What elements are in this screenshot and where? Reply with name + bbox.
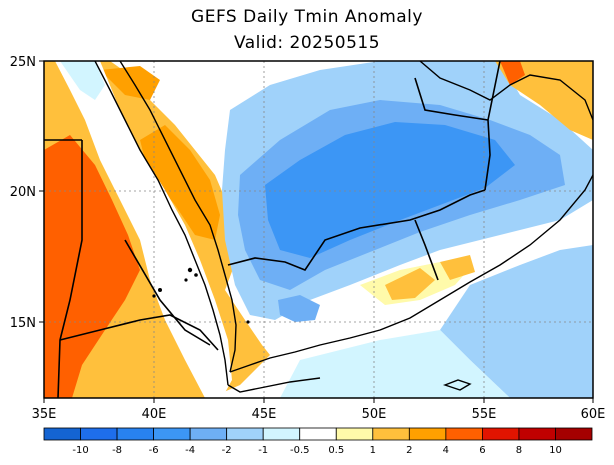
color-bar-label: -6 bbox=[149, 445, 159, 456]
color-bar-swatch bbox=[226, 427, 264, 441]
light-cool-sea bbox=[280, 330, 510, 398]
tick-marks bbox=[39, 60, 594, 403]
color-bar-swatch bbox=[481, 427, 520, 441]
x-tick-label: 40E bbox=[142, 407, 167, 422]
border-uae bbox=[414, 77, 489, 121]
color-bar-label: -2 bbox=[222, 445, 232, 456]
coast-gulf-aden bbox=[229, 174, 593, 373]
warm-patch-yemen-core bbox=[385, 268, 435, 300]
color-bar-label: 0.5 bbox=[328, 445, 344, 456]
cool-field-sea bbox=[440, 245, 593, 398]
color-bar-swatch bbox=[189, 427, 228, 441]
x-tick-label: 50E bbox=[362, 407, 387, 422]
y-tick-labels: 25N 20N 15N bbox=[10, 55, 36, 331]
y-tick-label: 20N bbox=[10, 185, 36, 200]
x-tick-label: 60E bbox=[581, 407, 606, 422]
color-bar-label: -4 bbox=[185, 445, 195, 456]
color-bar-swatch bbox=[518, 427, 556, 441]
strong-warm-oman bbox=[500, 61, 525, 85]
border-ethiopia bbox=[59, 314, 219, 351]
border-saudi-oman bbox=[484, 61, 501, 191]
warm-patch-socotra bbox=[440, 255, 475, 280]
warm-strip-north bbox=[100, 66, 160, 100]
color-bar-swatch bbox=[408, 427, 447, 441]
x-tick-label: 45E bbox=[252, 407, 277, 422]
cool-patch-yemen bbox=[278, 295, 320, 322]
color-bar-swatch bbox=[335, 427, 374, 441]
color-bar: -10 -8 -6 -4 -2 -1 -0.5 0.5 1 2 4 6 8 10 bbox=[43, 427, 593, 456]
color-bar-label: 8 bbox=[516, 445, 522, 456]
coastlines bbox=[94, 61, 593, 393]
color-bar-label: 2 bbox=[406, 445, 412, 456]
strong-cool-arabia bbox=[265, 122, 515, 258]
color-bar-label: -0.5 bbox=[290, 445, 310, 456]
coast-africa-red-sea bbox=[94, 61, 229, 386]
anomaly-field bbox=[44, 61, 593, 398]
neutral-red-sea bbox=[55, 61, 232, 398]
color-bar-label: -8 bbox=[112, 445, 122, 456]
color-bar-swatch bbox=[262, 427, 301, 441]
color-bar-label: 1 bbox=[370, 445, 376, 456]
y-tick-label: 15N bbox=[10, 316, 36, 331]
border-saudi-yemen bbox=[227, 189, 486, 271]
border-eritrea bbox=[124, 239, 211, 346]
map-subtitle: Valid: 20250515 bbox=[233, 33, 381, 53]
warm-arabia-coast bbox=[140, 125, 220, 240]
color-bar-swatch bbox=[372, 427, 410, 441]
borders bbox=[44, 61, 501, 398]
color-bar-swatch bbox=[80, 427, 118, 441]
color-bar-label: -1 bbox=[258, 445, 268, 456]
color-bar-swatch bbox=[43, 427, 81, 441]
color-bar-label: -10 bbox=[72, 445, 88, 456]
color-bar-swatch bbox=[116, 427, 154, 441]
border-yemen-oman bbox=[414, 219, 439, 281]
light-cool-sliver bbox=[60, 61, 105, 100]
map-title: GEFS Daily Tmin Anomaly bbox=[191, 7, 423, 27]
island-socotra bbox=[442, 379, 472, 391]
color-bar-label: 10 bbox=[549, 445, 562, 456]
red-sea-islands bbox=[152, 267, 250, 324]
x-tick-labels: 35E 40E 45E 50E 55E 60E bbox=[32, 407, 606, 422]
map-frame bbox=[43, 60, 594, 399]
border-sudan-west bbox=[57, 140, 83, 398]
color-bar-swatch bbox=[153, 427, 191, 441]
coast-horn bbox=[227, 377, 321, 393]
color-bar-swatch bbox=[299, 427, 337, 441]
x-tick-label: 35E bbox=[32, 407, 57, 422]
strong-warm-africa bbox=[44, 135, 140, 398]
color-bar-label: 6 bbox=[479, 445, 485, 456]
x-tick-label: 55E bbox=[472, 407, 497, 422]
coast-arabia-east bbox=[419, 61, 593, 121]
y-tick-label: 25N bbox=[10, 55, 36, 70]
color-bar-swatch bbox=[445, 427, 483, 441]
color-bar-swatch bbox=[555, 427, 593, 441]
color-bar-label: 4 bbox=[443, 445, 449, 456]
coast-arabia-red-sea bbox=[119, 61, 237, 373]
